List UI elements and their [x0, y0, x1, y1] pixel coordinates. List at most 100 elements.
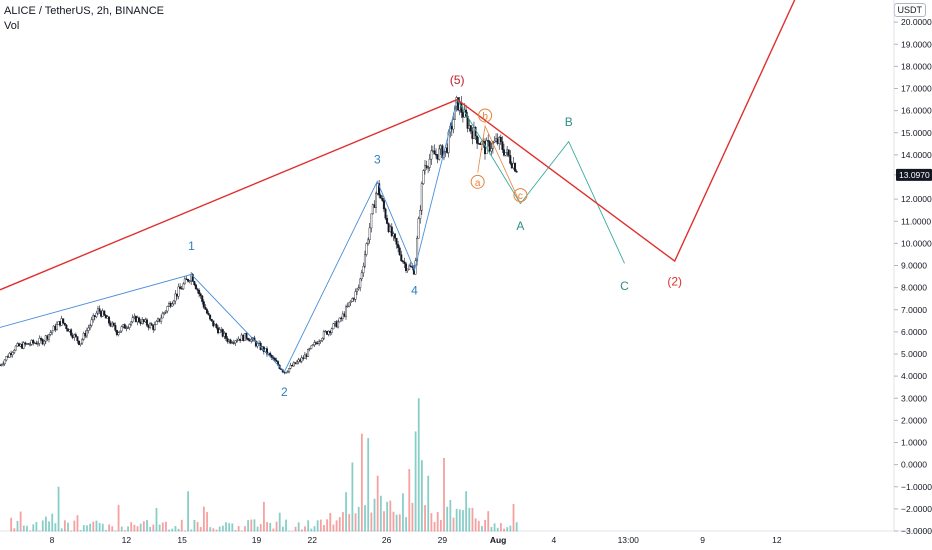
volume-bar [13, 528, 16, 532]
candle-body [232, 342, 235, 344]
candle-body [193, 281, 196, 286]
candle-body [3, 359, 6, 365]
candle-body [341, 313, 344, 319]
price-tick-label: 18.0000 [901, 61, 932, 71]
candle-body [190, 274, 193, 282]
candle-body [337, 321, 340, 328]
time-tick-label: 4 [552, 535, 557, 545]
candle-body [305, 354, 308, 357]
candle-body [401, 260, 404, 263]
candle-body [182, 283, 185, 290]
price-tick-label: 7.0000 [901, 305, 927, 315]
price-axis[interactable]: 20.0000 19.0000 18.0000 17.0000 16.0000 15.00… [894, 17, 932, 536]
candle-body [296, 361, 299, 365]
volume-bar [19, 511, 22, 532]
price-tick-label: 15.0000 [901, 128, 932, 138]
volume-bar [395, 514, 398, 532]
volume-bar [63, 520, 66, 532]
candle-body [128, 323, 131, 328]
volume-bar [360, 433, 363, 532]
volume-bar [408, 469, 411, 532]
volume-bar [177, 528, 180, 532]
candle-body [501, 141, 504, 150]
candle-body [46, 335, 49, 340]
price-tick-label: 6.0000 [901, 327, 927, 337]
candle-body [5, 356, 8, 361]
candle-body [65, 324, 68, 329]
candle-body [138, 317, 141, 323]
candle-body [11, 352, 14, 355]
wave-label-5-blue: (5) [450, 73, 465, 87]
volume-indicator-label[interactable]: Vol [4, 20, 20, 32]
candle-body [272, 357, 275, 359]
candle-body [109, 322, 112, 327]
candle-body [54, 325, 57, 331]
volume-bar [439, 520, 442, 532]
candle-body [507, 149, 510, 156]
candle-body [430, 150, 433, 160]
candle-body [299, 359, 302, 362]
candle-body [450, 125, 453, 130]
candle-body [103, 310, 106, 316]
volume-bar [26, 525, 28, 532]
candle-body [134, 315, 137, 323]
candle-body [332, 323, 335, 330]
volume-bar [10, 517, 13, 532]
candle-body [125, 327, 128, 330]
candle-body [36, 343, 39, 345]
volume-bar [221, 525, 224, 532]
candle-body [112, 322, 115, 326]
volume-bar [364, 505, 366, 532]
volume-bar [209, 527, 212, 532]
wave-label-5-red: (5) [450, 73, 465, 87]
candle-body [153, 324, 156, 330]
candle-body [357, 287, 360, 290]
volume-bar [414, 431, 417, 532]
time-tick-label: 15 [177, 535, 187, 545]
volume-bar [468, 507, 471, 532]
candle-body [68, 329, 71, 332]
candle-body [373, 204, 376, 208]
candle-body [231, 342, 234, 344]
wave-label-1: 1 [188, 239, 195, 253]
price-tick-label: −2.0000 [901, 504, 932, 514]
candle-body [123, 324, 126, 329]
candle-body [19, 344, 22, 347]
volume-bar [247, 520, 250, 532]
volume-bars [10, 398, 518, 532]
time-axis[interactable]: 8 12 15 19 22 26 29 Aug 4 13:00 9 12 [50, 535, 782, 545]
wave-label-c-sub: c [518, 191, 523, 202]
volume-bar [29, 530, 32, 532]
candle-body [171, 303, 174, 307]
candle-body [352, 298, 355, 300]
candle-body [409, 265, 412, 267]
volume-bar [60, 528, 63, 532]
candle-body [92, 315, 95, 321]
volume-bar [253, 519, 256, 532]
candle-body [175, 293, 178, 297]
candle-body [207, 312, 210, 316]
candle-body [191, 274, 194, 282]
candle-body [438, 148, 441, 160]
candle-body [303, 354, 306, 359]
candle-body [55, 324, 58, 331]
candles [0, 95, 518, 375]
volume-bar [319, 519, 322, 532]
candle-body [205, 309, 208, 314]
candle-body [389, 226, 392, 232]
candle-body [201, 295, 204, 302]
volume-bar [455, 508, 458, 532]
candle-body [356, 288, 359, 292]
candle-body [370, 213, 373, 229]
volume-bar [297, 522, 300, 532]
symbol-title[interactable]: ALICE / TetherUS, 2h, BINANCE [4, 5, 164, 17]
candle-body [87, 327, 90, 331]
candle-body [95, 312, 98, 318]
candle-body [185, 278, 188, 280]
volume-bar [38, 530, 41, 532]
candle-body [340, 317, 343, 319]
candle-body [354, 291, 357, 300]
candle-body [164, 310, 167, 313]
candle-body [104, 315, 107, 319]
